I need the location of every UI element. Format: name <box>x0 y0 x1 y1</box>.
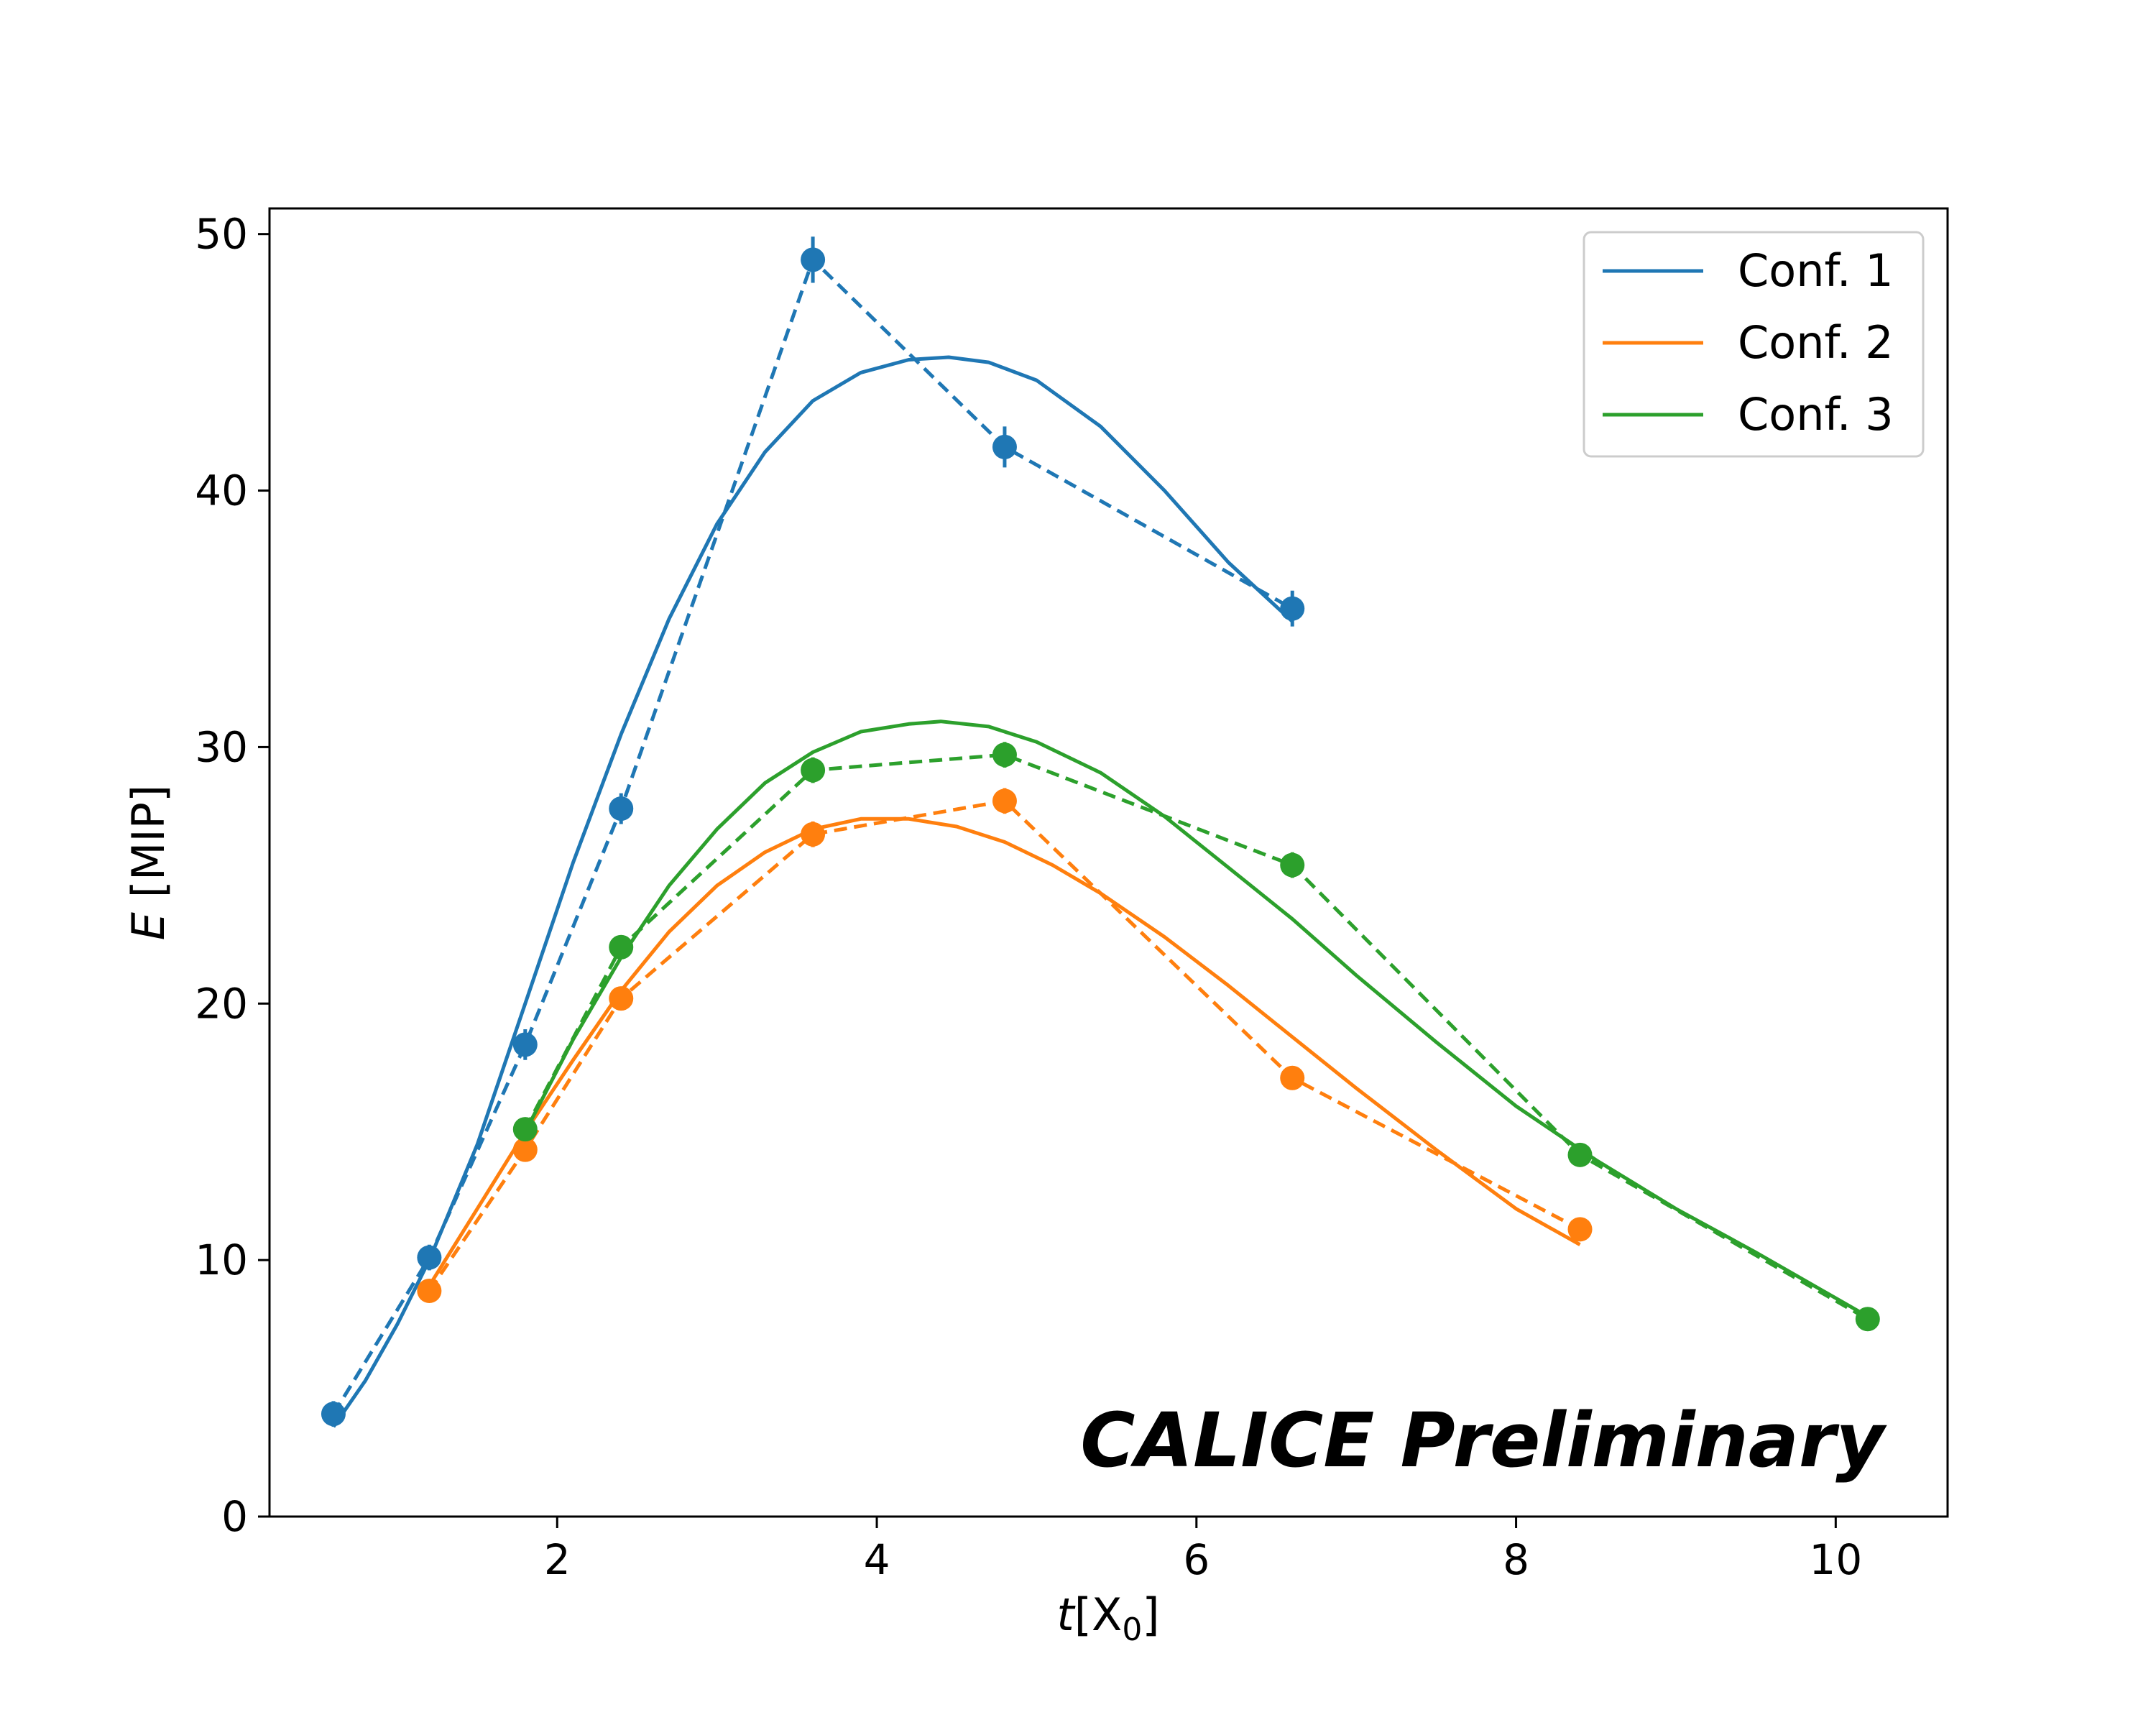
data-point-conf1 <box>992 434 1017 459</box>
data-point-conf3 <box>609 934 634 960</box>
data-point-conf3 <box>1567 1142 1593 1167</box>
data-point-conf1 <box>417 1245 442 1270</box>
data-point-conf1 <box>801 247 826 272</box>
y-tick-label: 30 <box>195 722 248 771</box>
data-point-conf1 <box>512 1032 538 1057</box>
data-point-conf1 <box>609 796 634 822</box>
fit-line-conf3 <box>523 719 1869 1318</box>
x-tick-label: 4 <box>864 1535 890 1584</box>
x-axis-label-var: t <box>1056 1588 1076 1641</box>
data-point-conf2 <box>992 788 1017 814</box>
legend-box <box>1583 231 1925 458</box>
x-axis-label-sub: 0 <box>1122 1611 1142 1648</box>
x-axis-label: t[X0] <box>1056 1588 1159 1648</box>
data-point-conf1 <box>321 1402 346 1427</box>
x-tick-label: 6 <box>1183 1535 1210 1584</box>
y-axis-label-unit: [MIP] <box>122 785 175 912</box>
calice-preliminary-annotation: CALICE Preliminary <box>1080 1397 1887 1484</box>
y-axis-label-var: E <box>122 911 175 940</box>
data-point-conf3 <box>512 1117 538 1142</box>
x-axis-label-close: ] <box>1142 1588 1159 1641</box>
data-point-conf2 <box>512 1137 538 1162</box>
legend-label-conf1: Conf. 1 <box>1738 244 1894 297</box>
plot-frame <box>268 207 1949 1518</box>
y-tick-label: 0 <box>221 1492 248 1541</box>
y-tick-label: 20 <box>195 979 248 1028</box>
series-conf3 <box>512 719 1880 1332</box>
data-point-conf3 <box>801 758 826 783</box>
legend: Conf. 1 Conf. 2 Conf. 3 <box>1583 231 1925 458</box>
plot-area <box>321 236 1880 1428</box>
data-point-conf1 <box>1280 596 1305 621</box>
data-point-conf3 <box>1855 1307 1880 1332</box>
y-tick-label: 10 <box>195 1236 248 1284</box>
x-axis-label-bracket: [X <box>1074 1588 1123 1641</box>
series-conf2 <box>417 788 1593 1303</box>
data-point-conf2 <box>1280 1065 1305 1090</box>
x-tick-label: 2 <box>544 1535 571 1584</box>
data-point-conf2 <box>417 1278 442 1303</box>
series-conf1 <box>321 236 1305 1428</box>
data-point-conf2 <box>609 986 634 1011</box>
y-axis-label: E [MIP] <box>122 785 175 940</box>
data-point-conf3 <box>1280 852 1305 878</box>
axis-ticks: 2 4 6 8 10 0 10 20 30 40 50 <box>195 210 1862 1584</box>
x-tick-label: 8 <box>1503 1535 1529 1584</box>
y-tick-label: 40 <box>195 466 248 515</box>
data-point-conf3 <box>992 742 1017 768</box>
fit-line-conf2 <box>428 816 1581 1287</box>
data-point-conf2 <box>1567 1217 1593 1242</box>
legend-label-conf3: Conf. 3 <box>1738 388 1894 441</box>
legend-label-conf2: Conf. 2 <box>1738 316 1894 369</box>
data-point-conf2 <box>801 822 826 847</box>
y-tick-label: 50 <box>195 210 248 259</box>
x-tick-label: 10 <box>1809 1535 1862 1584</box>
